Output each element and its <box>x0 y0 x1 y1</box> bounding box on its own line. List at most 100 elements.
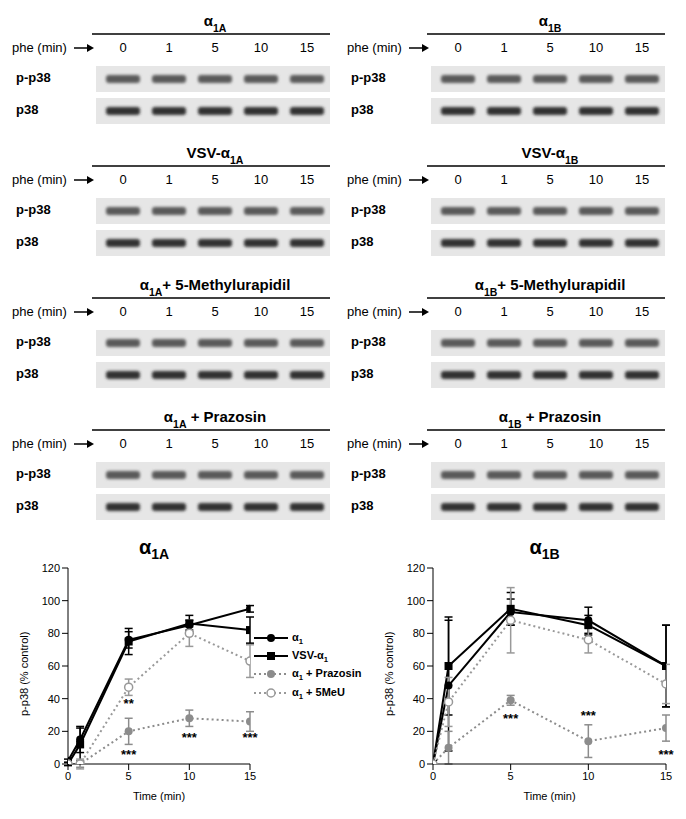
svg-text:***: *** <box>121 747 137 762</box>
svg-text:40: 40 <box>48 693 60 705</box>
svg-text:120: 120 <box>407 562 425 574</box>
svg-text:p38: p38 <box>351 498 373 513</box>
svg-text:phe (min): phe (min) <box>12 172 67 187</box>
svg-text:p38: p38 <box>16 102 38 117</box>
svg-text:15: 15 <box>635 40 649 55</box>
svg-text:10: 10 <box>589 436 603 451</box>
svg-text:phe (min): phe (min) <box>347 172 402 187</box>
svg-text:VSV-α1B: VSV-α1B <box>522 144 579 166</box>
svg-text:1: 1 <box>500 172 507 187</box>
svg-text:0: 0 <box>119 40 126 55</box>
svg-text:5: 5 <box>211 436 218 451</box>
svg-text:10: 10 <box>254 40 268 55</box>
svg-text:0: 0 <box>419 758 425 770</box>
svg-text:p-p38: p-p38 <box>16 202 51 217</box>
svg-text:15: 15 <box>660 770 672 782</box>
svg-text:1: 1 <box>165 40 172 55</box>
svg-text:10: 10 <box>254 304 268 319</box>
svg-text:phe (min): phe (min) <box>347 304 402 319</box>
svg-text:10: 10 <box>589 172 603 187</box>
svg-text:p-p38: p-p38 <box>16 334 51 349</box>
svg-text:p38: p38 <box>351 234 373 249</box>
svg-text:0: 0 <box>54 758 60 770</box>
svg-text:***: *** <box>182 730 198 745</box>
svg-text:5: 5 <box>546 436 553 451</box>
svg-text:0: 0 <box>454 304 461 319</box>
svg-text:1: 1 <box>500 304 507 319</box>
svg-text:15: 15 <box>300 172 314 187</box>
svg-text:10: 10 <box>589 40 603 55</box>
svg-text:p38: p38 <box>16 366 38 381</box>
svg-text:α1A + Prazosin: α1A + Prazosin <box>164 408 266 430</box>
svg-text:p38: p38 <box>351 366 373 381</box>
svg-text:0: 0 <box>119 436 126 451</box>
svg-text:α1A: α1A <box>204 12 227 34</box>
svg-text:0: 0 <box>454 40 461 55</box>
svg-text:p-p38 (% control): p-p38 (% control) <box>383 632 395 716</box>
svg-text:α1B + Prazosin: α1B + Prazosin <box>499 408 601 430</box>
svg-text:p38: p38 <box>351 102 373 117</box>
svg-text:α1A+ 5-Methylurapidil: α1A+ 5-Methylurapidil <box>140 276 291 298</box>
svg-text:40: 40 <box>413 693 425 705</box>
svg-text:15: 15 <box>300 304 314 319</box>
svg-text:0: 0 <box>119 172 126 187</box>
svg-text:10: 10 <box>183 770 195 782</box>
svg-text:10: 10 <box>254 436 268 451</box>
svg-text:p38: p38 <box>16 498 38 513</box>
svg-text:0: 0 <box>119 304 126 319</box>
svg-text:***: *** <box>503 711 519 726</box>
svg-text:**: ** <box>124 696 135 711</box>
svg-text:5: 5 <box>546 304 553 319</box>
svg-text:5: 5 <box>546 172 553 187</box>
svg-text:***: *** <box>581 708 597 723</box>
svg-text:p-p38 (% control): p-p38 (% control) <box>18 632 30 716</box>
svg-text:120: 120 <box>42 562 60 574</box>
svg-text:5: 5 <box>508 770 514 782</box>
svg-text:1: 1 <box>500 40 507 55</box>
svg-text:15: 15 <box>244 770 256 782</box>
svg-text:phe (min): phe (min) <box>347 436 402 451</box>
svg-text:phe (min): phe (min) <box>347 40 402 55</box>
svg-text:phe (min): phe (min) <box>12 304 67 319</box>
svg-text:1: 1 <box>165 304 172 319</box>
svg-text:10: 10 <box>589 304 603 319</box>
svg-text:5: 5 <box>546 40 553 55</box>
svg-text:80: 80 <box>413 627 425 639</box>
svg-text:100: 100 <box>42 595 60 607</box>
svg-text:***: *** <box>242 730 258 745</box>
svg-text:5: 5 <box>211 304 218 319</box>
svg-text:***: *** <box>658 747 674 762</box>
svg-text:15: 15 <box>635 172 649 187</box>
svg-text:p-p38: p-p38 <box>351 334 386 349</box>
svg-text:p-p38: p-p38 <box>351 202 386 217</box>
svg-text:60: 60 <box>413 660 425 672</box>
svg-text:15: 15 <box>300 436 314 451</box>
svg-text:5: 5 <box>126 770 132 782</box>
svg-text:0: 0 <box>454 436 461 451</box>
svg-text:5: 5 <box>211 40 218 55</box>
svg-text:α1B: α1B <box>539 12 562 34</box>
svg-text:1: 1 <box>165 172 172 187</box>
svg-text:p-p38: p-p38 <box>16 466 51 481</box>
svg-text:1: 1 <box>500 436 507 451</box>
svg-text:p-p38: p-p38 <box>16 70 51 85</box>
svg-text:0: 0 <box>430 770 436 782</box>
svg-text:1: 1 <box>165 436 172 451</box>
svg-text:VSV-α1A: VSV-α1A <box>187 144 244 166</box>
svg-text:15: 15 <box>635 436 649 451</box>
svg-text:100: 100 <box>407 595 425 607</box>
svg-text:80: 80 <box>48 627 60 639</box>
svg-text:10: 10 <box>582 770 594 782</box>
svg-text:20: 20 <box>48 725 60 737</box>
svg-text:15: 15 <box>300 40 314 55</box>
svg-text:p-p38: p-p38 <box>351 466 386 481</box>
svg-text:p38: p38 <box>16 234 38 249</box>
svg-text:0: 0 <box>454 172 461 187</box>
svg-text:Time (min): Time (min) <box>133 790 185 802</box>
svg-text:10: 10 <box>254 172 268 187</box>
svg-text:α1B+ 5-Methylurapidil: α1B+ 5-Methylurapidil <box>475 276 626 298</box>
svg-text:0: 0 <box>65 770 71 782</box>
svg-text:Time (min): Time (min) <box>523 790 575 802</box>
svg-text:phe (min): phe (min) <box>12 40 67 55</box>
svg-text:5: 5 <box>211 172 218 187</box>
